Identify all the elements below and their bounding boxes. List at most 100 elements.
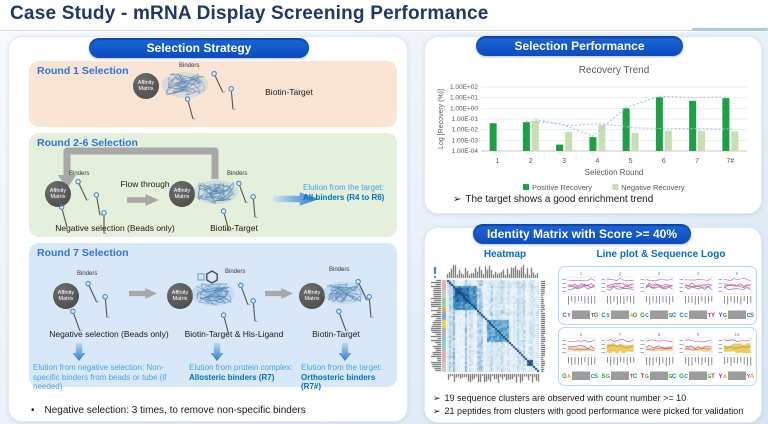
- svg-text:1.00E-04: 1.00E-04: [452, 148, 479, 155]
- binder-icon: [61, 305, 90, 334]
- svg-text:5: 5: [736, 271, 739, 276]
- svg-text:T: T: [630, 374, 633, 380]
- svg-text:C: C: [672, 313, 676, 319]
- svg-text:1: 1: [496, 158, 500, 165]
- svg-text:C: C: [684, 374, 688, 380]
- svg-text:A: A: [567, 374, 571, 380]
- svg-text:A: A: [630, 313, 634, 319]
- affinity-matrix-icon: Affinity Matrix: [53, 283, 79, 309]
- binder-icon: [91, 291, 122, 322]
- elution-note-allosteric: Elution from protein complex: Allosteric…: [189, 363, 297, 382]
- svg-text:A: A: [750, 374, 754, 380]
- svg-text:7#: 7#: [726, 158, 734, 165]
- svg-text:S: S: [601, 374, 605, 380]
- svg-text:1.00E+01: 1.00E+01: [450, 95, 478, 102]
- svg-text:7: 7: [619, 332, 622, 337]
- affinity-matrix-icon: Affinity Matrix: [133, 73, 159, 99]
- protein-blob-icon: [319, 279, 369, 312]
- recovery-trend-svg: Recovery Trend 1.00E+02 1.00E+01 1.00E+00 1.…: [438, 65, 747, 192]
- bullet-icon: •: [31, 405, 35, 416]
- binder-icon: [227, 177, 256, 206]
- round-2-6-label: Round 2-6 Selection: [37, 137, 138, 149]
- svg-text:C: C: [684, 313, 688, 319]
- svg-text:C: C: [672, 374, 676, 380]
- svg-text:1.00E+02: 1.00E+02: [450, 84, 478, 91]
- strategy-footnote: • Negative selection: 3 times, to remove …: [31, 405, 306, 416]
- bar-positive-recovery-3: [556, 144, 564, 151]
- binder-icon: [239, 191, 270, 222]
- bar-negative-recovery-7: [698, 130, 706, 151]
- svg-text:C: C: [633, 374, 637, 380]
- elution-bold-text: Orthosteric binders (R7#): [301, 372, 376, 392]
- lineplot-logo-panel: 9G C G T: [679, 332, 715, 380]
- recycle-loop-arrow: [58, 147, 219, 189]
- svg-text:C: C: [679, 313, 684, 319]
- svg-text:S: S: [606, 313, 610, 319]
- lineplot-logo-panel: 8T G G C: [640, 332, 676, 380]
- svg-text:G: G: [723, 313, 727, 319]
- binders-label: Binders: [179, 63, 200, 69]
- round-2-6-selection-box: Round 2-6 Selection Affinity Matrix Bind…: [29, 133, 397, 237]
- selection-performance-header: Selection Performance: [476, 36, 683, 56]
- svg-text:S: S: [594, 374, 598, 380]
- bar-positive-recovery-7#: [722, 98, 730, 151]
- binders-label: Binders: [225, 269, 246, 275]
- identity-heatmap: [431, 264, 545, 390]
- binder-icon: [49, 201, 79, 231]
- bar-negative-recovery-6: [664, 130, 672, 151]
- binder-icon: [211, 205, 241, 235]
- his-ligand-hexagon-icon: [205, 270, 219, 289]
- elution-down-arrow: [210, 343, 224, 361]
- footnote-text: Negative selection: 3 times, to remove n…: [44, 405, 306, 416]
- lineplot-logo-panel: 7 S G T C: [601, 332, 637, 380]
- identity-note-1: ➢ 19 sequence clusters are observed with …: [433, 393, 686, 404]
- arrow-bullet-icon: ➢: [433, 406, 441, 416]
- bar-positive-recovery-7: [689, 100, 697, 151]
- bar-positive-recovery-5: [622, 108, 630, 151]
- square-tag-icon: [197, 268, 205, 286]
- svg-text:6: 6: [580, 332, 583, 337]
- elution-text: Elution from the target:: [301, 363, 382, 372]
- svg-text:2: 2: [619, 271, 622, 276]
- identity-note-2: ➢ 21 peptides from clusters with good per…: [433, 406, 743, 417]
- title-divider: [0, 30, 692, 31]
- elution-bold-text: All binders (R4 to R6): [303, 192, 385, 202]
- bar-positive-recovery-6: [655, 97, 663, 151]
- binder-icon: [78, 278, 106, 306]
- binder-icon: [355, 291, 386, 322]
- performance-note: ➢ The target shows a good enrichment tren…: [453, 194, 653, 205]
- svg-text:G: G: [606, 374, 610, 380]
- binder-icon: [211, 309, 241, 339]
- svg-text:A: A: [723, 374, 727, 380]
- identity-matrix-panel: Identity Matrix with Score >= 40% Heatma…: [424, 224, 762, 423]
- svg-text:Y: Y: [747, 374, 751, 380]
- step-arrow: [129, 288, 157, 299]
- elution-note-nonspecific: Elution from negative selection: Non-spe…: [33, 363, 167, 392]
- svg-text:Positive Recovery: Positive Recovery: [532, 183, 592, 192]
- elution-text: Elution from protein complex:: [189, 363, 293, 372]
- svg-text:G: G: [562, 374, 567, 380]
- binder-icon: [229, 279, 258, 308]
- svg-text:1.00E-02: 1.00E-02: [452, 127, 479, 134]
- svg-text:4: 4: [595, 158, 599, 165]
- svg-text:S: S: [669, 313, 673, 319]
- identity-matrix-header: Identity Matrix with Score >= 40%: [473, 224, 691, 244]
- elution-note-all-binders: Elution from the target: All binders (R4…: [303, 183, 395, 202]
- flow-through-label: Flow through: [120, 179, 170, 189]
- svg-text:5: 5: [629, 158, 633, 165]
- svg-text:T: T: [591, 313, 594, 319]
- stage1-label: Negative selection (Beads only): [49, 329, 169, 339]
- elution-note-orthosteric: Elution from the target: Orthosteric bin…: [301, 363, 397, 392]
- bar-negative-recovery-5: [631, 132, 639, 151]
- lineplot-label: Line plot & Sequence Logo: [596, 249, 726, 260]
- svg-text:G: G: [645, 374, 649, 380]
- svg-text:C: C: [562, 313, 567, 319]
- elution-text: Elution from the target:: [303, 183, 384, 192]
- binder-icon: [327, 305, 356, 334]
- binder-icon: [68, 176, 96, 204]
- elution-bold-text: Allosteric binders (R7): [189, 372, 275, 382]
- svg-text:2: 2: [529, 158, 533, 165]
- svg-text:3: 3: [562, 158, 566, 165]
- lineplot-logo-panel: 2 C S A G: [601, 271, 637, 319]
